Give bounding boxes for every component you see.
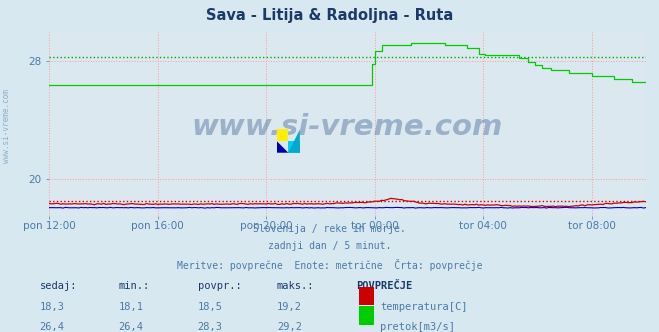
Text: POVPREČJE: POVPREČJE xyxy=(356,281,412,290)
Bar xyxy=(289,141,300,153)
Text: pretok[m3/s]: pretok[m3/s] xyxy=(380,322,455,332)
Text: www.si-vreme.com: www.si-vreme.com xyxy=(192,113,503,141)
Text: zadnji dan / 5 minut.: zadnji dan / 5 minut. xyxy=(268,241,391,251)
Text: 19,2: 19,2 xyxy=(277,302,302,312)
Text: povpr.:: povpr.: xyxy=(198,281,241,290)
Bar xyxy=(277,129,289,141)
Text: 28,3: 28,3 xyxy=(198,322,223,332)
Text: Meritve: povprečne  Enote: metrične  Črta: povprečje: Meritve: povprečne Enote: metrične Črta:… xyxy=(177,259,482,271)
Polygon shape xyxy=(289,129,300,153)
Text: www.si-vreme.com: www.si-vreme.com xyxy=(2,89,11,163)
Text: 26,4: 26,4 xyxy=(119,322,144,332)
Text: 18,3: 18,3 xyxy=(40,302,65,312)
Text: sedaj:: sedaj: xyxy=(40,281,77,290)
Text: 26,4: 26,4 xyxy=(40,322,65,332)
Text: min.:: min.: xyxy=(119,281,150,290)
Text: maks.:: maks.: xyxy=(277,281,314,290)
Text: Sava - Litija & Radoljna - Ruta: Sava - Litija & Radoljna - Ruta xyxy=(206,8,453,23)
Text: 18,5: 18,5 xyxy=(198,302,223,312)
Text: 29,2: 29,2 xyxy=(277,322,302,332)
Polygon shape xyxy=(277,141,289,153)
Text: temperatura[C]: temperatura[C] xyxy=(380,302,468,312)
Text: 18,1: 18,1 xyxy=(119,302,144,312)
Text: Slovenija / reke in morje.: Slovenija / reke in morje. xyxy=(253,224,406,234)
